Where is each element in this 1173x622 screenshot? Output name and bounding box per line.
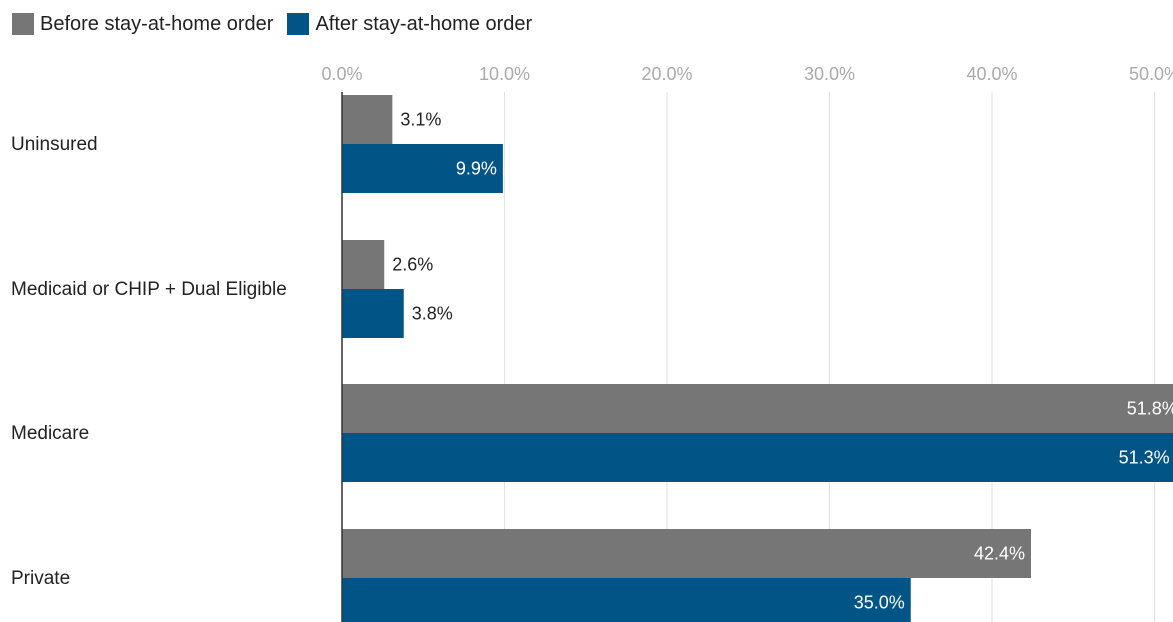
bar-before <box>342 240 385 289</box>
data-label: 35.0% <box>854 593 905 613</box>
legend-label-after: After stay-at-home order <box>315 12 533 35</box>
legend-item-after: After stay-at-home order <box>287 13 532 36</box>
data-label: 3.8% <box>412 304 453 324</box>
category-label: Medicaid or CHIP + Dual Eligible <box>11 279 287 300</box>
x-tick-label: 20.0% <box>641 64 692 84</box>
data-label: 51.3% <box>1119 448 1170 468</box>
bar-after <box>342 578 911 622</box>
data-label: 42.4% <box>974 544 1025 564</box>
bar-before <box>342 529 1031 578</box>
bar-after <box>342 289 404 338</box>
data-label: 9.9% <box>456 159 497 179</box>
category-label: Private <box>11 568 70 589</box>
legend-label-before: Before stay-at-home order <box>40 12 274 35</box>
data-label: 3.1% <box>400 110 441 130</box>
category-label: Uninsured <box>11 134 98 155</box>
bar-after <box>342 144 503 193</box>
bar-before <box>342 384 1173 433</box>
legend: Before stay-at-home order After stay-at-… <box>12 11 546 37</box>
data-label: 2.6% <box>392 255 433 275</box>
bar-before <box>342 95 393 144</box>
x-tick-label: 40.0% <box>966 64 1017 84</box>
legend-swatch-after <box>287 13 310 35</box>
data-label: 51.8% <box>1127 399 1173 419</box>
legend-item-before: Before stay-at-home order <box>12 13 273 36</box>
x-tick-label: 30.0% <box>804 64 855 84</box>
x-tick-label: 0.0% <box>321 64 362 84</box>
x-tick-label: 50.0% <box>1129 64 1173 84</box>
category-label: Medicare <box>11 423 89 444</box>
x-tick-label: 10.0% <box>479 64 530 84</box>
legend-swatch-before <box>12 13 34 35</box>
bar-after <box>342 433 1173 482</box>
